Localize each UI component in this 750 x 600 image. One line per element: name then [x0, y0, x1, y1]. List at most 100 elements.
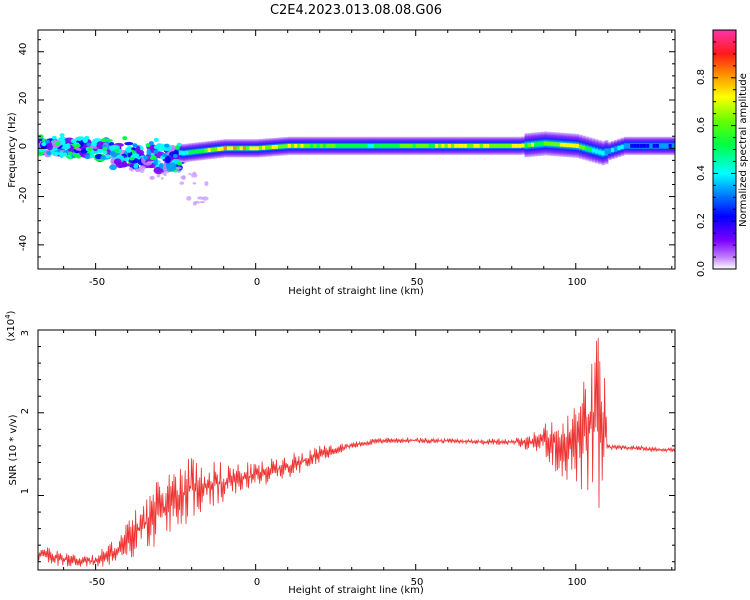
heatmap-cell — [412, 143, 417, 148]
heatmap-cell — [82, 139, 88, 144]
heatmap-cell — [425, 143, 430, 148]
heatmap-cell — [54, 141, 60, 146]
heatmap-cell — [642, 143, 647, 148]
heatmap-cell — [655, 143, 660, 148]
heatmap-cell — [450, 143, 455, 148]
heatmap-cell — [214, 147, 218, 152]
heatmap-cell — [54, 151, 60, 156]
heatmap-cell — [109, 164, 117, 171]
heatmap-cell — [348, 143, 353, 148]
heatmap-cell — [300, 143, 305, 148]
heatmap-cell — [271, 145, 276, 150]
heatmap-cell — [415, 143, 420, 148]
heatmap-cell — [132, 143, 138, 148]
heatmap-cell — [658, 143, 663, 148]
heatmap-cell — [354, 143, 359, 148]
heatmap-cell — [447, 143, 452, 148]
colorbar-tick-label: 0.6 — [696, 117, 707, 133]
heatmap-cell — [463, 143, 468, 148]
heatmap-cell — [604, 150, 609, 155]
heatmap-cell — [174, 145, 180, 150]
heatmap-cell — [180, 175, 186, 180]
heatmap-cell — [135, 168, 139, 173]
heatmap-cell — [569, 143, 574, 148]
heatmap-cell — [514, 143, 519, 148]
heatmap-cell — [591, 148, 596, 153]
heatmap-cell — [59, 133, 65, 138]
heatmap-cell — [374, 143, 378, 148]
heatmap-cell — [97, 149, 103, 154]
heatmap-cell — [284, 144, 289, 149]
heatmap-cell — [534, 142, 538, 147]
p1-ytick-label: 0 — [18, 143, 29, 149]
heatmap-cell — [630, 143, 634, 148]
heatmap-cell — [233, 146, 238, 151]
heatmap-cell — [230, 146, 234, 151]
heatmap-cell — [489, 143, 494, 148]
p1-ytick-label: -20 — [18, 187, 29, 203]
heatmap-cell — [518, 143, 522, 148]
heatmap-cell — [342, 143, 346, 148]
heatmap-cell — [316, 143, 321, 148]
heatmap-cell — [310, 143, 314, 148]
p1-xtick-label: 50 — [411, 277, 424, 288]
spectrogram-panel: -50 0 50 100 40 20 0 -20 -40 Height of s… — [7, 29, 676, 297]
heatmap-cell — [145, 143, 151, 148]
heatmap-cell — [86, 142, 92, 147]
p2-ytick-label: 1 — [20, 488, 31, 494]
heatmap-cell — [623, 143, 628, 148]
heatmap-cell — [156, 173, 161, 178]
heatmap-cell — [511, 143, 516, 148]
heatmap-cell — [70, 138, 76, 143]
heatmap-cell — [402, 143, 407, 148]
heatmap-cell — [158, 162, 164, 169]
heatmap-cell — [671, 143, 675, 148]
heatmap-cell — [101, 138, 107, 143]
heatmap-cell — [588, 147, 593, 152]
heatmap-cell — [105, 154, 111, 159]
heatmap-cell — [386, 143, 391, 148]
heatmap-cell — [84, 135, 90, 140]
p2-ytick-label: 3 — [20, 330, 31, 336]
colorbar-label: Normalized spectral amplitude — [738, 73, 749, 227]
p2-xtick-label: -50 — [89, 577, 105, 588]
colorbar: 0.0 0.2 0.4 0.6 0.8 Normalized spectral … — [696, 29, 749, 277]
heatmap-cell — [383, 143, 388, 148]
heatmap-cell — [441, 143, 446, 148]
heatmap-cell — [434, 143, 439, 148]
heatmap-cell — [566, 143, 570, 148]
heatmap-cell — [201, 148, 206, 153]
heatmap-cell — [102, 150, 108, 155]
heatmap-cell — [361, 143, 366, 148]
heatmap-cell — [530, 142, 535, 147]
heatmap-cell — [129, 156, 135, 161]
heatmap-cell — [351, 143, 356, 148]
heatmap-cell — [617, 146, 622, 150]
heatmap-cell — [524, 143, 529, 148]
heatmap-cell — [188, 150, 193, 155]
heatmap-cell — [114, 148, 120, 153]
heatmap-cell — [199, 200, 206, 204]
heatmap-cell — [367, 143, 372, 148]
heatmap-cell — [149, 155, 155, 160]
heatmap-cell — [646, 143, 650, 148]
heatmap-cell — [153, 166, 165, 175]
heatmap-cell — [122, 136, 128, 141]
p1-xtick-label: -50 — [89, 277, 105, 288]
heatmap-cell — [274, 144, 279, 149]
heatmap-cell — [201, 196, 209, 201]
heatmap-cell — [46, 150, 52, 155]
heatmap-cell — [124, 141, 134, 146]
spectrogram-ticks — [38, 30, 675, 269]
heatmap-cell — [135, 145, 141, 152]
heatmap-cell — [559, 142, 564, 147]
heatmap-cell — [614, 147, 618, 151]
p2-multiplier: (x104) — [4, 310, 17, 341]
heatmap-cell — [486, 143, 490, 148]
snr-series-line — [38, 337, 675, 567]
heatmap-cell — [207, 148, 212, 153]
heatmap-cell — [335, 143, 340, 148]
p2-xtick-label: 0 — [254, 577, 260, 588]
heatmap-cell — [585, 146, 590, 151]
